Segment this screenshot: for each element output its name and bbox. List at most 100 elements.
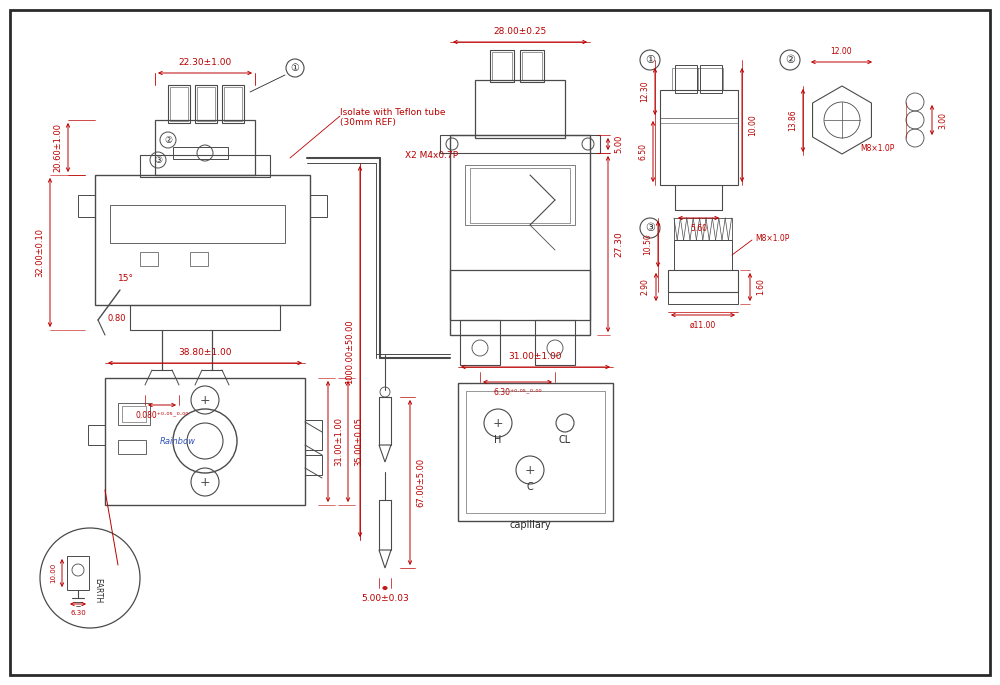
Text: 35.00±0.05: 35.00±0.05 (354, 417, 363, 466)
Polygon shape (379, 550, 391, 568)
Text: 27.30: 27.30 (614, 231, 623, 257)
Bar (490, 50, 514, 82)
Bar (110, 205, 285, 243)
Bar (520, 50, 544, 82)
Text: 31.00±1.00: 31.00±1.00 (509, 352, 562, 361)
Text: ①: ① (645, 55, 655, 65)
Text: 15°: 15° (118, 273, 134, 282)
Bar (310, 195, 327, 217)
Text: 1.60: 1.60 (756, 279, 765, 295)
Text: +: + (200, 393, 210, 406)
Bar (492, 52, 512, 80)
Text: capillary: capillary (509, 520, 551, 530)
Text: ②: ② (164, 136, 172, 145)
Bar (700, 65, 722, 93)
Bar (668, 270, 738, 292)
Text: 0.080⁺⁰·⁰⁵₋⁰·⁰⁰: 0.080⁺⁰·⁰⁵₋⁰·⁰⁰ (135, 411, 189, 420)
Text: 6.30⁺⁰·⁰⁵₋⁰·⁰⁰: 6.30⁺⁰·⁰⁵₋⁰·⁰⁰ (493, 388, 542, 397)
Bar (674, 240, 732, 270)
Text: H: H (494, 435, 502, 445)
Text: EARTH: EARTH (94, 578, 103, 603)
Text: 31.00±1.00: 31.00±1.00 (334, 417, 343, 466)
Bar (195, 85, 217, 123)
Bar (155, 120, 255, 175)
Text: 28.00±0.25: 28.00±0.25 (493, 27, 547, 36)
Text: M8×1.0P: M8×1.0P (755, 234, 789, 242)
Text: 1000.00±50.00: 1000.00±50.00 (345, 319, 354, 384)
Text: +: + (525, 464, 535, 477)
Text: 5.00±0.03: 5.00±0.03 (361, 594, 409, 603)
Bar (674, 218, 732, 240)
Bar (697, 68, 723, 90)
Bar (522, 52, 542, 80)
Text: 5.00: 5.00 (614, 135, 623, 153)
Polygon shape (379, 445, 391, 462)
Text: 12.30: 12.30 (640, 81, 649, 102)
Text: ③: ③ (154, 155, 162, 164)
Bar (78, 195, 95, 217)
Bar (88, 425, 105, 445)
Text: 10.50: 10.50 (643, 233, 652, 255)
Text: M8×1.0P: M8×1.0P (860, 143, 894, 153)
Bar (222, 85, 244, 123)
Bar (460, 320, 500, 365)
Text: (30mm REF): (30mm REF) (340, 118, 396, 127)
Bar (118, 403, 150, 425)
Bar (140, 252, 158, 266)
Bar (535, 320, 575, 365)
Text: X2 M4x0.7P: X2 M4x0.7P (405, 151, 458, 160)
Bar (305, 420, 322, 450)
Bar (465, 165, 575, 225)
Text: +: + (493, 416, 503, 429)
Text: 13.86: 13.86 (788, 110, 797, 132)
Bar (450, 270, 590, 320)
Bar (668, 292, 738, 304)
Text: 10.00: 10.00 (748, 114, 757, 136)
Bar (224, 87, 242, 121)
Text: CL: CL (559, 435, 571, 445)
Bar (95, 175, 310, 305)
Text: 5.60: 5.60 (690, 224, 707, 233)
Text: 12.00: 12.00 (831, 47, 852, 56)
Text: ③: ③ (645, 223, 655, 233)
Text: 32.00±0.10: 32.00±0.10 (35, 228, 44, 277)
Bar (660, 90, 738, 185)
Bar (197, 87, 215, 121)
Text: Isolate with Teflon tube: Isolate with Teflon tube (340, 108, 446, 116)
Text: 6.30: 6.30 (70, 610, 86, 616)
Bar (675, 65, 697, 93)
Bar (305, 455, 322, 475)
Bar (475, 80, 565, 138)
Bar (140, 155, 270, 177)
Text: 67.00±5.00: 67.00±5.00 (416, 458, 425, 507)
Bar (458, 383, 613, 521)
Text: ø11.00: ø11.00 (690, 321, 716, 330)
Bar (450, 135, 590, 335)
Bar (440, 135, 600, 153)
Bar (466, 391, 605, 513)
Text: 38.80±1.00: 38.80±1.00 (178, 348, 232, 357)
Bar (168, 85, 190, 123)
Bar (170, 87, 188, 121)
Text: 20.60±1.00: 20.60±1.00 (53, 123, 62, 172)
Bar (173, 147, 228, 159)
Text: ②: ② (785, 55, 795, 65)
Text: C: C (527, 482, 533, 492)
Bar (105, 378, 305, 505)
Text: 22.30±1.00: 22.30±1.00 (178, 58, 232, 67)
Bar (672, 68, 698, 90)
Bar (118, 440, 146, 454)
Text: ①: ① (291, 63, 299, 73)
Bar (122, 406, 146, 422)
Text: 0.80: 0.80 (108, 314, 126, 323)
Text: 10.00: 10.00 (50, 563, 56, 583)
Text: +: + (200, 475, 210, 488)
Text: 2.90: 2.90 (641, 279, 650, 295)
Bar (470, 168, 570, 223)
Text: 6.50: 6.50 (638, 143, 647, 160)
Bar (67, 556, 89, 590)
Text: Rainbow: Rainbow (160, 436, 196, 445)
Bar (190, 252, 208, 266)
Bar (130, 305, 280, 330)
Text: 3.00: 3.00 (938, 112, 947, 129)
